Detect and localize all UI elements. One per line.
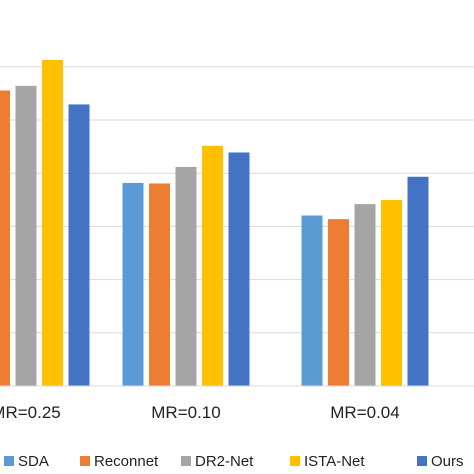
- x-tick-labels: MR=0.25 MR=0.10 MR=0.04: [0, 403, 400, 422]
- legend-swatch: [181, 456, 191, 466]
- legend-label: SDA: [18, 453, 49, 470]
- bar-dr2-net-1: [15, 85, 37, 387]
- legend-swatch: [417, 456, 427, 466]
- legend-item-sda: SDA: [4, 453, 49, 470]
- legend-item-reconnet: Reconnet: [80, 453, 159, 470]
- bar-ours-1: [68, 104, 90, 387]
- legend-item-ours: Ours: [417, 453, 464, 470]
- legend-label: Ours: [431, 453, 464, 470]
- legend-item-dr2-net: DR2-Net: [181, 453, 254, 470]
- bars: [0, 59, 429, 387]
- bar-dr2-net-3: [354, 204, 376, 386]
- legend-label: ISTA-Net: [304, 453, 365, 470]
- bar-ista-net-1: [42, 59, 63, 386]
- bar-ours-2: [228, 152, 250, 386]
- legend: SDA Reconnet DR2-Net ISTA-Net Ours: [4, 453, 464, 470]
- legend-label: Reconnet: [94, 453, 159, 470]
- bar-dr2-net-2: [175, 166, 197, 386]
- bar-reconnet-3: [328, 219, 349, 386]
- bar-ours-3: [407, 176, 429, 386]
- x-tick-label: MR=0.25: [0, 403, 61, 422]
- x-tick-label: MR=0.10: [151, 403, 220, 422]
- bar-ista-net-2: [202, 145, 223, 386]
- x-tick-label: MR=0.04: [330, 403, 399, 422]
- legend-swatch: [4, 456, 14, 466]
- legend-item-ista-net: ISTA-Net: [290, 453, 365, 470]
- bar-sda-3: [301, 215, 323, 386]
- bar-reconnet-1: [0, 90, 10, 386]
- legend-swatch: [290, 456, 300, 466]
- bar-sda-2: [122, 182, 144, 386]
- bar-reconnet-2: [149, 183, 170, 386]
- bar-ista-net-3: [381, 200, 402, 386]
- legend-label: DR2-Net: [195, 453, 254, 470]
- legend-swatch: [80, 456, 90, 466]
